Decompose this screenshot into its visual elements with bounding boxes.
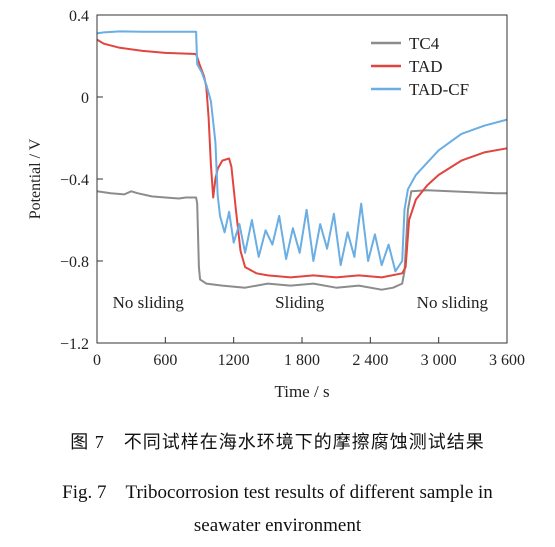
figure-caption-english-line1: Fig. 7 Tribocorrosion test results of di…	[62, 482, 493, 503]
x-tick-label: 600	[153, 352, 177, 369]
annotation-label: No sliding	[113, 293, 185, 312]
y-tick-label: −0.8	[60, 254, 89, 271]
figure-caption-english-line2: seawater environment	[193, 515, 362, 536]
series-layer	[96, 30, 508, 291]
x-tick-label: 0	[93, 352, 101, 369]
legend: TC4 TAD TAD-CF	[371, 34, 469, 99]
y-tick-label: 0.4	[69, 8, 89, 25]
figure-caption-chinese: 图 7 不同试样在海水环境下的摩擦腐蚀测试结果	[70, 432, 485, 452]
series-line-tad-cf	[96, 30, 508, 273]
legend-label-tad: TAD	[409, 57, 443, 76]
x-tick-label: 1 800	[284, 352, 320, 369]
annotation-label: No sliding	[417, 293, 489, 312]
series-line-tc4	[96, 189, 507, 291]
x-axis-label: Time / s	[274, 382, 329, 401]
y-tick-label: −0.4	[60, 172, 89, 189]
legend-label-tad-cf: TAD-CF	[409, 80, 469, 99]
legend-label-tc4: TC4	[409, 34, 440, 53]
y-tick-label: −1.2	[60, 336, 89, 353]
x-tick-label: 2 400	[352, 352, 388, 369]
chart: 0 600 1200 1 800 2 400 3 000 3 600 0.4 0 −0.4 −0.8…	[27, 8, 525, 401]
x-tick-label: 3 600	[489, 352, 525, 369]
y-axis-label: Potential / V	[27, 138, 44, 219]
annotation-label: Sliding	[275, 293, 325, 312]
x-tick-label: 1200	[218, 352, 250, 369]
x-tick-label: 3 000	[421, 352, 457, 369]
y-tick-label: 0	[81, 90, 89, 107]
